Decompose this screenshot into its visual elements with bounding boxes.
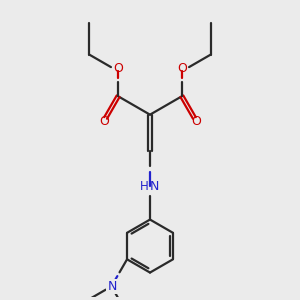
Text: N: N — [150, 180, 159, 193]
Text: O: O — [99, 115, 109, 128]
Text: N: N — [107, 280, 117, 293]
Text: H: H — [140, 180, 149, 193]
Text: O: O — [177, 62, 187, 75]
Text: O: O — [113, 62, 123, 75]
Text: O: O — [191, 115, 201, 128]
